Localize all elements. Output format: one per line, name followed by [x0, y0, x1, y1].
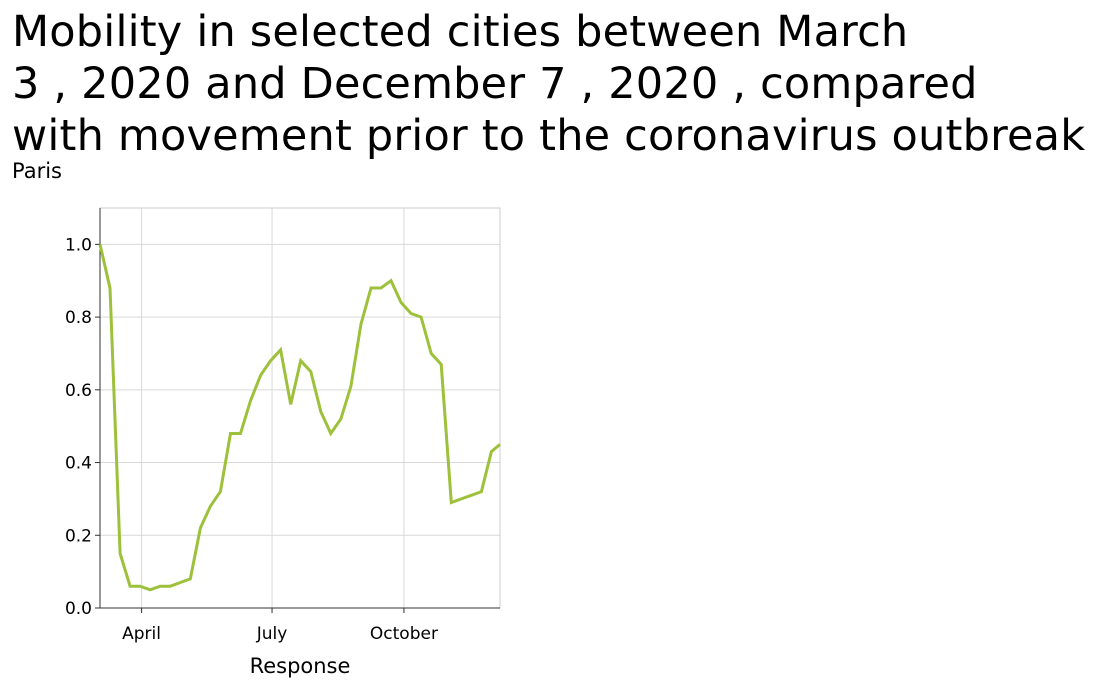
- plot-area-frame: [99, 207, 501, 609]
- chart-title-line-3: with movement prior to the coronavirus o…: [12, 111, 1086, 161]
- y-tick-label: 0.4: [65, 454, 92, 474]
- x-tick-label: October: [370, 624, 438, 644]
- y-tick-label: 0.8: [65, 308, 92, 328]
- y-tick-label: 1.0: [65, 235, 92, 255]
- x-tick-label: April: [122, 624, 161, 644]
- grid-lines: [100, 208, 500, 609]
- y-tick-label: 0.6: [65, 381, 92, 401]
- series-layer: [98, 244, 501, 592]
- chart-title: Mobility in selected cities between Marc…: [12, 6, 1085, 162]
- x-tick-label: July: [256, 624, 288, 644]
- y-tick-label: 0.0: [65, 599, 92, 619]
- series-line: [98, 244, 501, 592]
- chart-title-line-1: Mobility in selected cities between Marc…: [12, 7, 909, 57]
- tick-labels: 0.0 0.2 0.4 0.6 0.8 1.0 April July October: [65, 235, 438, 644]
- chart-subtitle: Paris: [12, 159, 62, 183]
- y-tick-label: 0.2: [65, 526, 92, 546]
- chart-title-line-2: 3 , 2020 and December 7 , 2020 , compare…: [12, 59, 978, 109]
- axes: [95, 208, 500, 613]
- x-axis-title: Response: [250, 654, 351, 678]
